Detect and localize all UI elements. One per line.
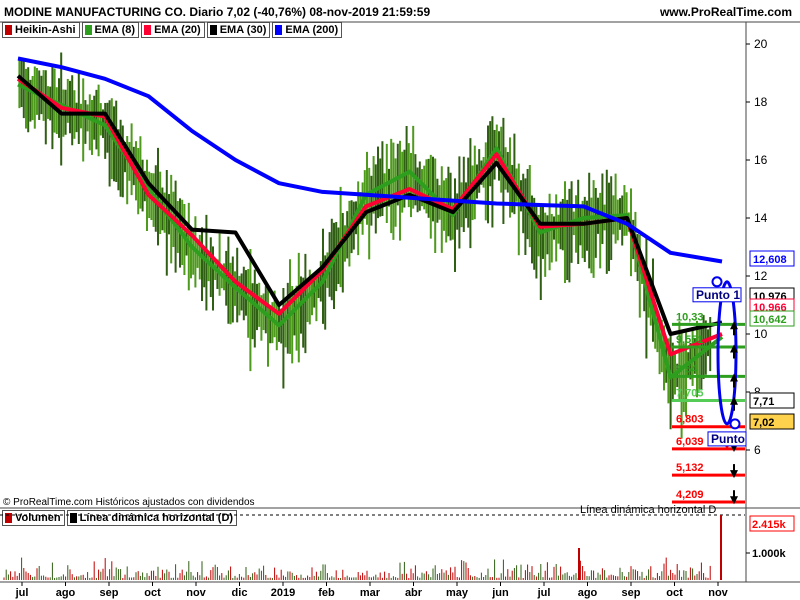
y-tick-label: 16	[754, 153, 768, 167]
x-tick-label: jul	[15, 587, 29, 599]
level-label: 8,54	[676, 363, 698, 375]
price-label-box	[749, 310, 795, 327]
series-line-ema-200-	[17, 56, 723, 264]
x-tick-label: abr	[405, 587, 423, 599]
legend-label: EMA (30)	[219, 24, 267, 36]
site-link[interactable]: www.ProRealTime.com	[659, 5, 792, 19]
annotation-label: Punto 1	[696, 288, 740, 302]
level-label: 6,803	[676, 414, 704, 426]
volume-line-label: Línea dinámica horizontal D	[580, 504, 716, 516]
legend-label: EMA (200)	[285, 24, 339, 36]
series-line-ema-30-	[16, 74, 723, 336]
y-tick-label: 6	[754, 443, 761, 457]
legend-item-2[interactable]: EMA (20)	[141, 22, 205, 38]
x-tick-label: 2019	[271, 587, 295, 599]
legend-swatch	[275, 25, 283, 35]
x-tick-label: mar	[360, 587, 381, 599]
x-tick-label: oct	[666, 587, 683, 599]
price-label: 7,71	[753, 396, 774, 408]
x-tick-label: feb	[318, 587, 335, 599]
y-tick-label: 14	[754, 211, 768, 225]
x-tick-label: jul	[537, 587, 551, 599]
level-label: 7,705	[676, 388, 704, 400]
price-label-box	[749, 413, 795, 430]
legend-label: Heikin-Ashi	[15, 24, 76, 36]
x-tick-label: nov	[186, 587, 206, 599]
price-label-box	[749, 250, 795, 267]
y-tick-label: 18	[754, 95, 768, 109]
legend-swatch	[69, 513, 77, 523]
level-label: 9,551	[676, 334, 704, 346]
chart-title: MODINE MANUFACTURING CO. Diario 7,02 (-4…	[4, 5, 431, 19]
arrow-down-icon	[730, 470, 738, 479]
point-marker[interactable]	[711, 276, 723, 288]
x-tick-label: sep	[622, 587, 641, 599]
legend-swatch	[5, 25, 12, 35]
point-marker[interactable]	[729, 418, 741, 430]
annotation-ellipse[interactable]	[716, 280, 738, 426]
copyright-text: © ProRealTime.com Históricos ajustados c…	[3, 497, 255, 508]
annotation-label: Punto	[711, 432, 745, 446]
arrow-up-icon	[730, 396, 738, 405]
volume-current-box	[749, 515, 795, 532]
legend-label: EMA (8)	[94, 24, 136, 36]
x-tick-label: oct	[144, 587, 161, 599]
legend-swatch	[5, 513, 12, 523]
level-label: 10,33	[676, 311, 704, 323]
x-tick-label: ago	[56, 587, 76, 599]
price-label: 12,608	[753, 254, 787, 266]
x-tick-label: may	[446, 587, 469, 599]
y-tick-label: 20	[754, 37, 768, 51]
level-label: 4,209	[676, 489, 704, 501]
x-tick-label: ago	[578, 587, 598, 599]
legend-item-4[interactable]: EMA (200)	[272, 22, 343, 38]
legend-swatch	[144, 25, 152, 35]
annotation-box	[707, 431, 747, 447]
arrow-down-icon	[730, 496, 738, 505]
legend-swatch	[209, 25, 217, 35]
annotation-box	[692, 287, 742, 303]
level-label: 5,132	[676, 462, 704, 474]
x-tick-label: sep	[100, 587, 119, 599]
x-tick-label: dic	[232, 587, 248, 599]
arrow-up-icon	[730, 373, 738, 382]
volume-current-label: 2.415k	[752, 519, 787, 531]
arrow-up-icon	[730, 321, 738, 330]
x-tick-label: nov	[708, 587, 728, 599]
y-tick-label: 10	[754, 327, 768, 341]
level-label: 6,039	[676, 436, 704, 448]
heikin-ashi-candles	[18, 52, 712, 439]
x-tick-label: jun	[491, 587, 509, 599]
price-label: 10,642	[753, 314, 787, 326]
volume-tick-label: 1.000k	[752, 548, 787, 560]
legend-label: EMA (20)	[154, 24, 201, 36]
legend-swatch	[84, 25, 92, 35]
arrow-up-icon	[730, 344, 738, 353]
title-bar: MODINE MANUFACTURING CO. Diario 7,02 (-4…	[0, 0, 800, 22]
y-tick-label: 8	[754, 385, 761, 399]
price-label: 7,02	[753, 417, 774, 429]
y-tick-label: 12	[754, 269, 768, 283]
price-label-box	[749, 392, 795, 409]
